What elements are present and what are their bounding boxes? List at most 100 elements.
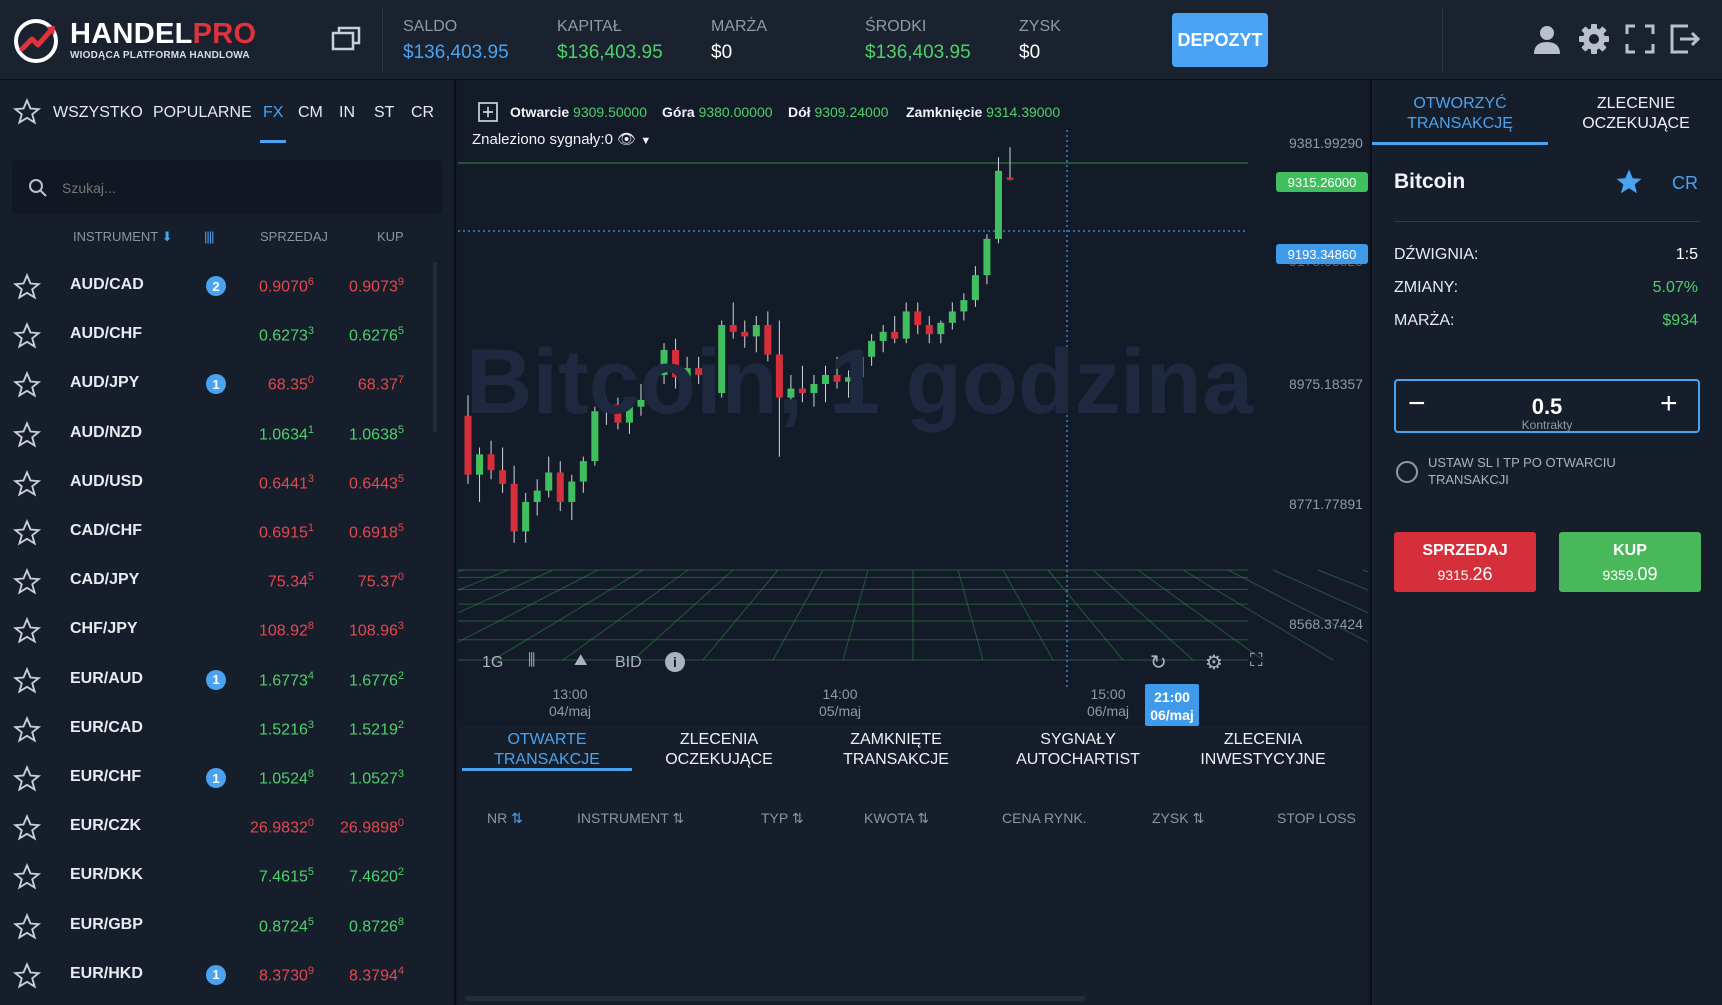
tab-st[interactable]: ST (374, 104, 395, 121)
buy-price[interactable]: 26.98980 (340, 817, 404, 837)
tab-fx[interactable]: FX (263, 104, 284, 121)
table-header-type[interactable]: TYP ⇅ (761, 810, 804, 826)
sell-price[interactable]: 0.64413 (258, 472, 314, 493)
star-icon[interactable] (12, 420, 42, 449)
buy-price[interactable]: 68.377 (357, 374, 404, 394)
signal-count-badge[interactable]: 1 (206, 374, 226, 395)
price-type-selector[interactable]: BID (615, 654, 642, 671)
signal-count-badge[interactable]: 2 (206, 276, 226, 296)
sell-price[interactable]: 0.87245 (258, 915, 314, 935)
tab-popular[interactable]: POPULARNE (153, 104, 252, 121)
column-header-sell[interactable]: SPRZEDAJ (260, 229, 328, 244)
instrument-row[interactable]: EUR/GBP 0.87245 0.87268 (0, 902, 440, 951)
buy-price[interactable]: 0.62765 (348, 325, 404, 345)
buy-price[interactable]: 0.69185 (348, 522, 404, 542)
instrument-row[interactable]: CAD/CHF 0.69151 0.69185 (0, 508, 440, 557)
instrument-row[interactable]: AUD/CAD 2 0.90706 0.90739 (0, 262, 440, 311)
buy-price[interactable]: 8.37944 (348, 964, 404, 985)
chart-settings-icon[interactable]: ⚙ (1205, 652, 1223, 674)
tab-autochartist-signals[interactable]: SYGNAŁY AUTOCHARTIST (1016, 731, 1140, 768)
increase-quantity-button[interactable]: + (1660, 387, 1678, 420)
sell-price[interactable]: 1.06341 (258, 423, 314, 443)
buy-price[interactable]: 1.06385 (348, 423, 404, 443)
instrument-row[interactable]: CHF/JPY 108.928 108.963 (0, 606, 440, 655)
sell-price[interactable]: 1.67734 (258, 669, 314, 689)
gear-icon[interactable] (1577, 22, 1611, 56)
add-indicator-icon[interactable] (478, 102, 498, 122)
sell-price[interactable]: 0.90706 (258, 276, 314, 296)
instrument-row[interactable]: AUD/USD 0.64413 0.64435 (0, 459, 440, 508)
star-icon[interactable] (12, 912, 42, 941)
star-icon[interactable] (12, 863, 42, 891)
list-scrollbar[interactable] (433, 262, 437, 432)
star-icon[interactable] (12, 617, 42, 645)
quantity-value[interactable]: 0.5 (1531, 394, 1563, 419)
horizontal-scrollbar[interactable] (465, 996, 1085, 1001)
star-icon[interactable] (12, 715, 42, 744)
tab-in[interactable]: IN (339, 104, 355, 121)
instrument-row[interactable]: EUR/HKD 1 8.37309 8.37944 (0, 951, 440, 1000)
tab-closed-positions[interactable]: ZAMKNIĘTE TRANSAKCJE (843, 731, 949, 768)
sell-price[interactable]: 108.928 (258, 620, 314, 640)
chart-fullscreen-icon[interactable]: ⛶ (1250, 650, 1263, 670)
buy-price[interactable]: 0.87268 (348, 915, 404, 935)
tab-pending-orders[interactable]: ZLECENIA OCZEKUJĄCE (665, 731, 773, 768)
info-icon[interactable]: i (665, 652, 685, 672)
buy-price[interactable]: 75.370 (357, 571, 404, 591)
star-icon[interactable] (12, 469, 42, 498)
chart-type-icon[interactable]: ⛰ (574, 652, 588, 669)
buy-price[interactable]: 7.46202 (348, 866, 404, 886)
star-icon[interactable] (12, 519, 42, 547)
instrument-row[interactable]: CAD/JPY 75.345 75.370 (0, 557, 440, 606)
sell-price[interactable]: 7.46155 (258, 866, 314, 886)
sell-price[interactable]: 0.62733 (258, 325, 314, 345)
table-header-profit[interactable]: ZYSK ⇅ (1152, 810, 1205, 826)
star-icon[interactable] (12, 961, 42, 990)
sell-price[interactable]: 1.05248 (258, 768, 314, 788)
buy-price[interactable]: 1.05273 (348, 768, 404, 788)
windows-icon[interactable] (330, 24, 364, 54)
refresh-icon[interactable]: ↻ (1150, 652, 1167, 674)
sell-price[interactable]: 75.345 (267, 571, 314, 591)
signal-count-badge[interactable]: 1 (206, 669, 226, 690)
signal-count-badge[interactable]: 1 (206, 964, 226, 985)
buy-price[interactable]: 1.52192 (348, 718, 404, 739)
star-icon[interactable] (12, 371, 42, 399)
star-icon[interactable] (12, 666, 42, 695)
tab-cr[interactable]: CR (411, 104, 435, 121)
buy-price[interactable]: 0.64435 (348, 472, 404, 493)
tab-investment-orders[interactable]: ZLECENIA INWESTYCYJNE (1200, 731, 1326, 768)
signal-count-badge[interactable]: 1 (206, 768, 226, 788)
column-header-instrument[interactable]: INSTRUMENT ⬇ (73, 229, 173, 245)
buy-price[interactable]: 0.90739 (348, 276, 404, 296)
sell-button[interactable]: SPRZEDAJ 9315.26 (1394, 532, 1536, 592)
sell-price[interactable]: 1.52163 (258, 718, 314, 739)
table-header-instrument[interactable]: INSTRUMENT ⇅ (577, 810, 685, 826)
sell-price[interactable]: 26.98320 (250, 817, 314, 837)
star-icon[interactable] (12, 273, 42, 301)
instrument-row[interactable]: EUR/CZK 26.98320 26.98980 (0, 803, 440, 852)
tab-pending-order[interactable]: ZLECENIE OCZEKUJĄCE (1582, 95, 1690, 132)
column-header-buy[interactable]: KUP (377, 229, 404, 244)
buy-price[interactable]: 1.67762 (348, 669, 404, 689)
decrease-quantity-button[interactable]: − (1408, 387, 1426, 420)
search-input[interactable] (62, 176, 362, 200)
buy-price[interactable]: 108.963 (348, 620, 404, 640)
star-icon[interactable] (12, 568, 42, 596)
tab-cm[interactable]: CM (298, 104, 323, 121)
candle-type-icon[interactable]: ⫼ (528, 652, 536, 669)
tab-open-trade[interactable]: OTWORZYĆ TRANSAKCJĘ (1407, 95, 1513, 132)
table-header-nr[interactable]: NR ⇅ (487, 810, 523, 826)
star-icon[interactable] (12, 322, 42, 350)
instrument-row[interactable]: EUR/DKK 7.46155 7.46202 (0, 852, 440, 901)
favorites-star-icon[interactable] (12, 98, 42, 126)
table-header-market-price[interactable]: CENA RYNK. (1002, 810, 1087, 826)
logout-icon[interactable] (1668, 22, 1702, 56)
period-selector[interactable]: 1G (482, 654, 504, 671)
table-header-stop-loss[interactable]: STOP LOSS (1277, 810, 1356, 826)
signal-strength-column-icon[interactable]: |||| (204, 229, 214, 244)
user-icon[interactable] (1530, 22, 1564, 56)
tab-all[interactable]: WSZYSTKO (53, 104, 143, 121)
sltp-radio[interactable] (1396, 461, 1418, 483)
sell-price[interactable]: 68.350 (267, 374, 314, 394)
